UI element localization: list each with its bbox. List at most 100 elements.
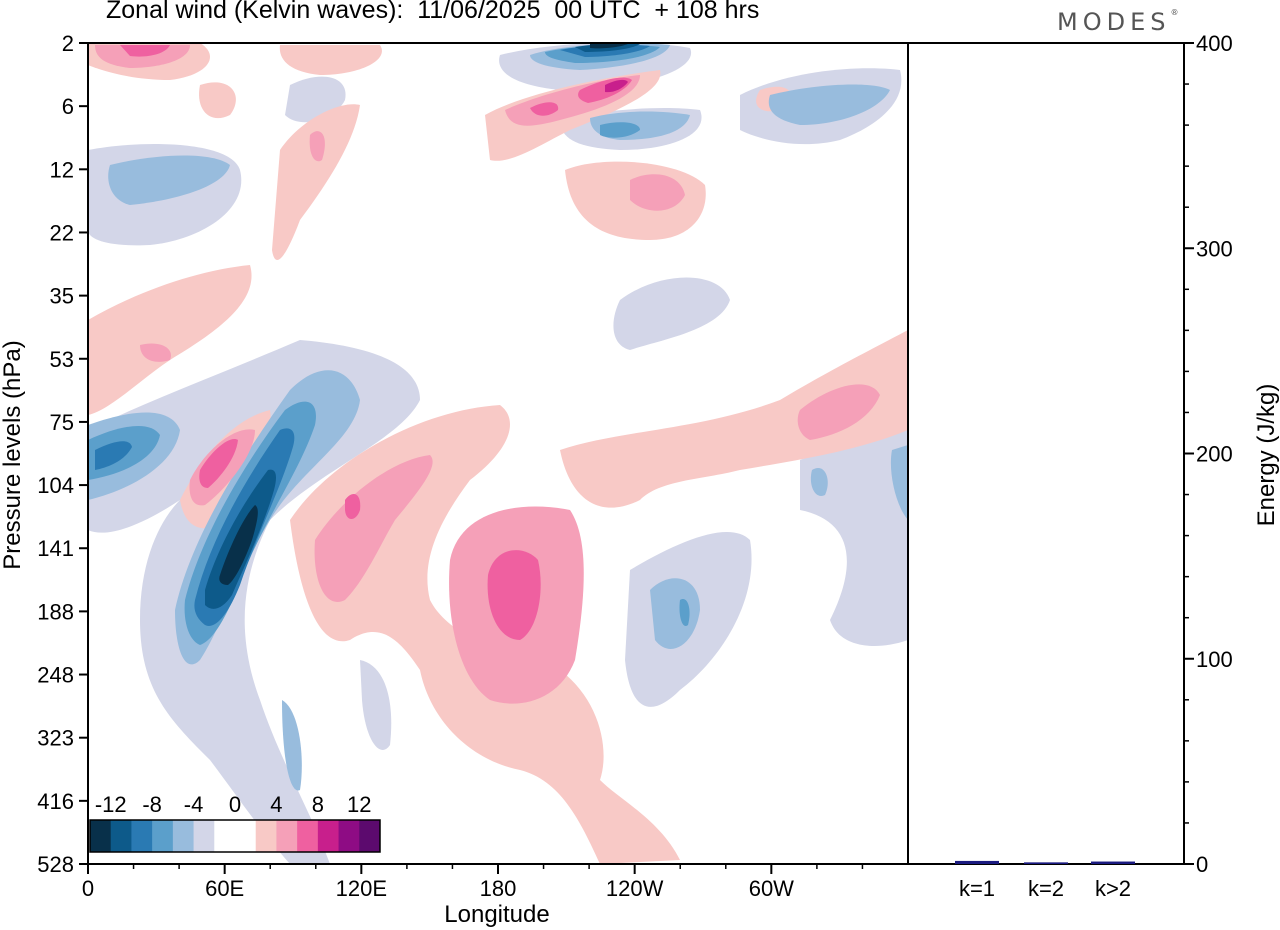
- pressure-tick-label: 188: [37, 599, 74, 624]
- contour-pink-4: [630, 174, 685, 211]
- contour-blue-4: [810, 468, 828, 496]
- colorbar-swatch: [152, 820, 174, 852]
- longitude-tick-label: 120W: [606, 876, 664, 901]
- colorbar-label: 12: [347, 792, 371, 817]
- colorbar-swatch: [193, 820, 215, 852]
- contour-pink-6: [345, 494, 361, 519]
- pressure-tick-label: 323: [37, 726, 74, 751]
- energy-bars: [955, 860, 1135, 864]
- colorbar-frame: [89, 819, 381, 853]
- energy-category-labels: k=1 k=2 k>2: [959, 876, 1131, 901]
- pressure-tick-marks: [79, 42, 88, 865]
- energy-bar: [1024, 862, 1068, 864]
- pressure-tick-label: 53: [50, 347, 74, 372]
- energy-bar: [1091, 861, 1135, 864]
- x-axis-title: Longitude: [444, 901, 549, 928]
- contour-pink-6: [487, 550, 541, 640]
- pressure-tick-label: 248: [37, 663, 74, 688]
- contour-blue-12: [590, 43, 630, 49]
- longitude-tick-label: 0: [82, 876, 94, 901]
- pressure-tick-label: 22: [50, 220, 74, 245]
- pressure-tick-label: 2: [62, 31, 74, 56]
- longitude-tick-labels: 0 60E 120E 180 120W 60W: [82, 876, 794, 901]
- pressure-tick-label: 528: [37, 852, 74, 877]
- contour-pale-blue: [360, 660, 392, 750]
- energy-category-label: k>2: [1095, 876, 1131, 901]
- colorbar-swatch: [338, 820, 360, 852]
- colorbar-labels: -12 -8 -4 0 4 8 12: [95, 792, 372, 817]
- contour-blue-12: [219, 505, 258, 585]
- longitude-tick-label: 60W: [749, 876, 794, 901]
- pressure-tick-label: 75: [50, 410, 74, 435]
- contour-blue-4: [108, 155, 230, 205]
- longitude-tick-label: 120E: [336, 876, 387, 901]
- energy-tick-label: 400: [1196, 31, 1233, 56]
- contour-pink-4: [797, 384, 880, 440]
- contour-pale-pink: [272, 104, 360, 260]
- colorbar-swatch: [235, 820, 257, 852]
- contour-blue-4: [650, 578, 700, 649]
- energy-tick-label: 300: [1196, 236, 1233, 261]
- colorbar-swatch: [297, 820, 319, 852]
- pressure-tick-label: 104: [37, 473, 74, 498]
- chart-title: Zonal wind (Kelvin waves): 11/06/2025 00…: [106, 0, 760, 24]
- contour-blue-6: [679, 599, 690, 626]
- colorbar-swatch: [214, 820, 236, 852]
- energy-tick-label: 200: [1196, 442, 1233, 467]
- pressure-tick-label: 12: [50, 157, 74, 182]
- colorbar-swatch: [110, 820, 132, 852]
- energy-tick-labels: 0 100 200 300 400: [1196, 31, 1233, 877]
- energy-category-label: k=1: [959, 876, 995, 901]
- contour-blue-4: [282, 700, 302, 791]
- energy-category-label: k=2: [1028, 876, 1064, 901]
- contour-pink-6: [530, 102, 559, 116]
- wind-contour-field: [88, 43, 908, 864]
- colorbar-swatch: [317, 820, 340, 852]
- colorbar-swatch: [131, 820, 153, 852]
- energy-tick-label: 100: [1196, 647, 1233, 672]
- colorbar-label: -8: [142, 792, 162, 817]
- colorbar-swatch: [255, 820, 277, 852]
- contour-blue-6: [600, 122, 640, 138]
- longitude-tick-label: 60E: [205, 876, 244, 901]
- contour-pale-pink: [279, 45, 382, 75]
- contour-pale-pink: [560, 330, 908, 508]
- colorbar-label: 0: [229, 792, 241, 817]
- contour-pink-4: [314, 455, 433, 602]
- pressure-tick-label: 6: [62, 94, 74, 119]
- contour-pale-pink: [199, 82, 236, 119]
- contour-pink-6: [199, 439, 238, 488]
- brand-logo: MODES®: [1057, 8, 1179, 36]
- pressure-tick-label: 35: [50, 284, 74, 309]
- colorbar: [89, 819, 381, 853]
- energy-axis-title: Energy (J/kg): [1253, 384, 1280, 527]
- contour-blue-8: [95, 441, 132, 470]
- pressure-tick-labels: 2 6 12 22 35 53 75 104 141 188 248 323 416 528: [37, 31, 74, 877]
- pressure-tick-label: 416: [37, 789, 74, 814]
- colorbar-label: 8: [312, 792, 324, 817]
- y-axis-title: Pressure levels (hPa): [0, 340, 26, 569]
- colorbar-swatch: [276, 820, 298, 852]
- contour-pale-pink: [88, 265, 252, 415]
- contour-pink-6: [120, 45, 170, 57]
- energy-bar: [955, 860, 999, 864]
- longitude-tick-marks: [87, 864, 864, 874]
- contour-pink-4: [309, 131, 325, 162]
- longitude-tick-label: 180: [480, 876, 517, 901]
- colorbar-label: 4: [270, 792, 282, 817]
- contour-pink-4: [140, 343, 171, 362]
- colorbar-swatch: [359, 820, 381, 852]
- contour-pink-8: [605, 79, 628, 93]
- colorbar-label: -4: [184, 792, 204, 817]
- colorbar-label: -12: [95, 792, 127, 817]
- contour-pale-blue: [613, 277, 730, 350]
- energy-tick-marks: [1184, 42, 1194, 865]
- contour-blue-4: [768, 84, 890, 125]
- energy-tick-label: 0: [1196, 852, 1208, 877]
- contour-blue-4: [890, 445, 908, 520]
- colorbar-swatch: [90, 820, 112, 852]
- energy-panel-frame: [907, 42, 1185, 865]
- colorbar-swatch: [172, 820, 195, 852]
- pressure-tick-label: 141: [37, 536, 74, 561]
